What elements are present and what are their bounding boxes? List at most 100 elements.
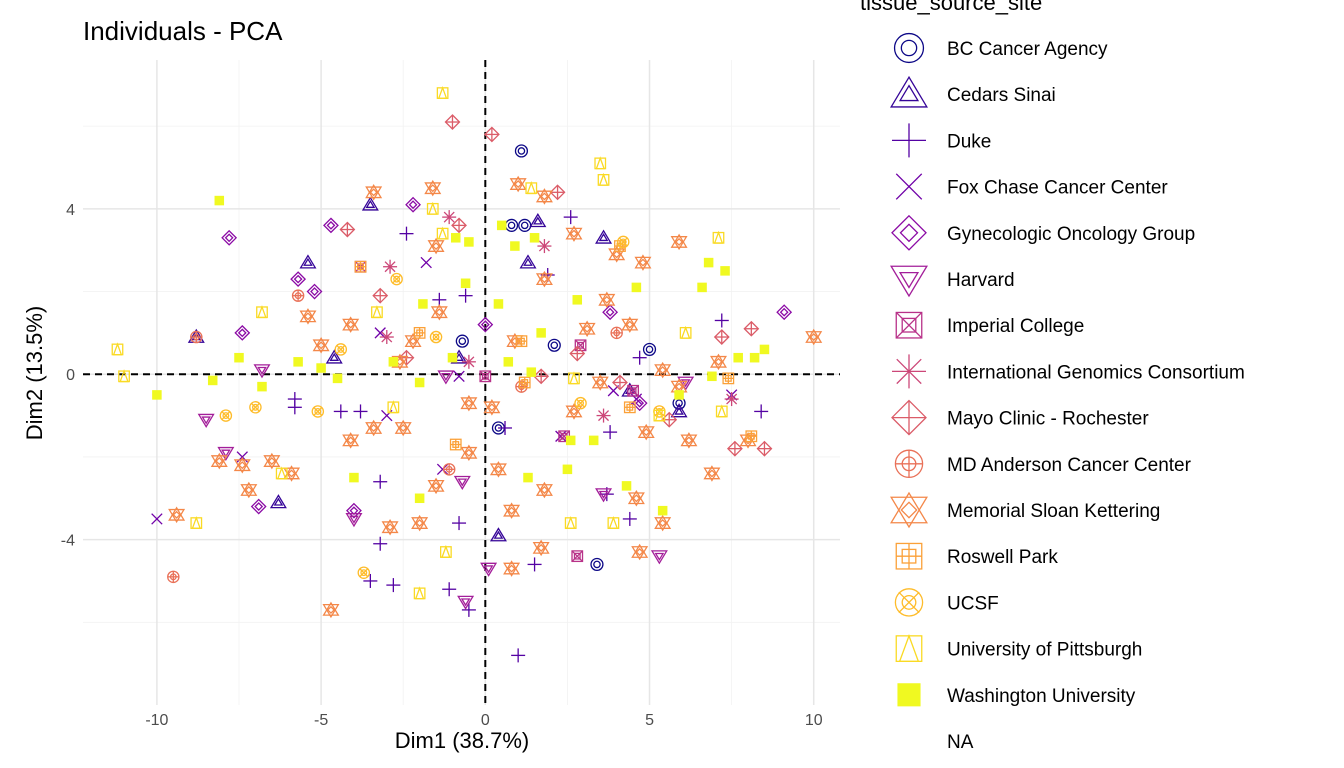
data-point xyxy=(565,435,576,446)
legend-item: Roswell Park xyxy=(895,542,1058,570)
data-point xyxy=(680,432,698,449)
data-point xyxy=(399,226,414,241)
legend-item: Harvard xyxy=(890,265,1015,298)
legend-key-icon xyxy=(890,491,928,529)
data-point xyxy=(353,404,368,419)
legend-item: NA xyxy=(947,732,974,753)
data-point xyxy=(733,352,743,363)
data-point xyxy=(569,345,586,362)
data-point xyxy=(420,256,432,269)
data-point xyxy=(726,440,743,457)
data-point xyxy=(386,578,401,593)
data-point xyxy=(479,370,492,383)
data-point xyxy=(578,320,596,338)
data-point xyxy=(414,377,425,388)
data-point xyxy=(411,514,429,532)
data-point xyxy=(537,239,552,254)
data-point xyxy=(442,582,457,597)
data-point xyxy=(745,430,758,443)
legend-key-icon xyxy=(895,633,923,662)
data-point xyxy=(510,241,520,251)
data-point xyxy=(118,369,130,383)
data-point xyxy=(323,217,339,234)
data-point xyxy=(152,390,162,400)
data-point xyxy=(489,527,507,542)
legend-item: Cedars Sinai xyxy=(890,75,1056,108)
data-point xyxy=(221,229,238,246)
data-point xyxy=(210,452,228,470)
data-point xyxy=(607,515,620,529)
data-point xyxy=(390,272,403,286)
data-point xyxy=(234,352,244,363)
legend-item: MD Anderson Cancer Center xyxy=(894,449,1192,479)
legend-item: Gynecologic Oncology Group xyxy=(891,214,1195,251)
data-point xyxy=(257,381,267,392)
data-point xyxy=(444,114,461,130)
data-point xyxy=(523,472,533,483)
data-point xyxy=(256,305,268,319)
data-point xyxy=(703,257,714,268)
data-point xyxy=(623,401,636,414)
data-point xyxy=(346,502,362,519)
data-point xyxy=(214,195,225,206)
data-point xyxy=(650,550,668,565)
data-point xyxy=(452,516,467,531)
data-point xyxy=(679,325,692,339)
data-point xyxy=(724,392,739,407)
legend-label: Imperial College xyxy=(947,316,1084,337)
data-point xyxy=(249,401,262,414)
data-point xyxy=(430,303,448,321)
legend-label: Gynecologic Oncology Group xyxy=(947,224,1195,245)
x-tick-label: -5 xyxy=(314,712,328,729)
data-point xyxy=(631,395,648,412)
data-point xyxy=(334,343,348,356)
data-point xyxy=(413,586,426,600)
data-point xyxy=(365,184,383,201)
data-point xyxy=(642,342,657,357)
data-point xyxy=(616,235,630,249)
data-point xyxy=(371,305,383,319)
data-point xyxy=(511,648,526,663)
data-point xyxy=(535,270,553,288)
data-point xyxy=(361,196,379,211)
legend-label: Duke xyxy=(947,131,991,152)
data-point xyxy=(610,326,623,340)
data-point xyxy=(404,332,422,350)
data-point xyxy=(283,465,301,482)
legend-label: Fox Chase Cancer Center xyxy=(947,178,1168,199)
x-tick-label: 10 xyxy=(805,712,823,729)
data-point xyxy=(354,260,367,273)
data-point xyxy=(532,539,550,557)
data-point xyxy=(233,456,251,474)
data-point xyxy=(595,488,613,503)
data-point xyxy=(287,392,302,407)
data-point xyxy=(190,330,203,344)
data-point xyxy=(426,201,439,215)
data-point xyxy=(437,370,455,385)
data-point xyxy=(536,328,546,338)
data-point xyxy=(596,408,611,423)
data-point xyxy=(483,399,501,416)
legend-label: Cedars Sinai xyxy=(947,85,1056,106)
legend-label: University of Pittsburgh xyxy=(947,640,1142,661)
data-point xyxy=(455,334,469,348)
data-point xyxy=(349,472,359,483)
data-point xyxy=(558,430,571,443)
data-point xyxy=(519,254,537,269)
data-point xyxy=(453,475,471,490)
legend-item: University of Pittsburgh xyxy=(895,633,1142,662)
data-point xyxy=(602,304,619,321)
data-point xyxy=(529,212,547,228)
data-point xyxy=(503,502,521,519)
data-point xyxy=(631,282,642,293)
legend-key-icon xyxy=(894,449,924,479)
data-point xyxy=(379,330,394,345)
legend-key-icon xyxy=(890,75,928,108)
data-point xyxy=(442,463,456,476)
data-point xyxy=(460,394,478,412)
legend-key-icon xyxy=(891,214,927,251)
reference-lines xyxy=(83,60,840,705)
data-point xyxy=(707,371,717,382)
data-point xyxy=(634,254,652,271)
